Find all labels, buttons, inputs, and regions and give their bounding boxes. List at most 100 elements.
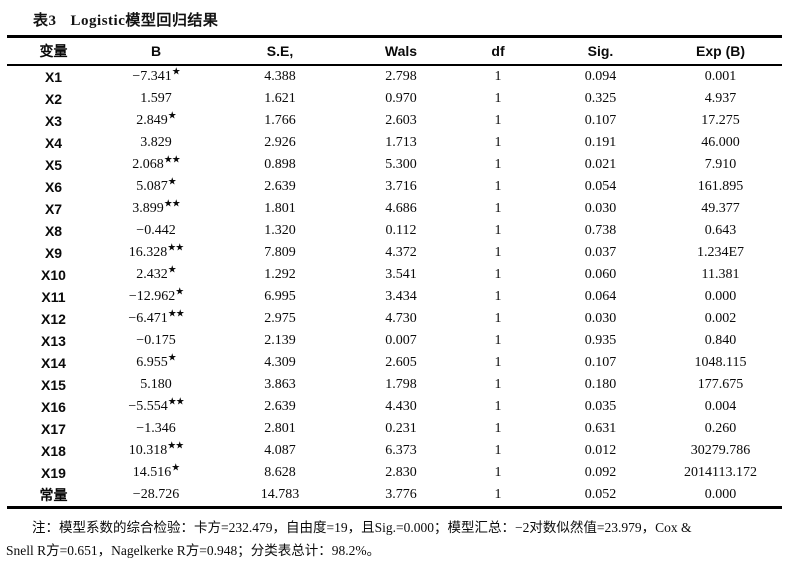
se-cell: 4.087 bbox=[264, 443, 296, 458]
significance-star: ★ bbox=[175, 286, 184, 298]
table-title: 表3 Logistic模型回归结果 bbox=[0, 0, 789, 35]
table-header: 变量 B S.E, Wals df Sig. Exp (B) bbox=[7, 37, 782, 65]
col-header-variable: 变量 bbox=[39, 43, 68, 59]
sig-cell: 0.094 bbox=[584, 69, 617, 84]
sig-cell: 0.052 bbox=[584, 487, 617, 502]
expb-cell: 1.234E7 bbox=[696, 245, 745, 260]
se-cell: 1.766 bbox=[264, 113, 296, 128]
sig-cell: 0.631 bbox=[584, 421, 617, 436]
se-cell: 8.628 bbox=[264, 465, 296, 480]
col-header-expb: Exp (B) bbox=[696, 43, 745, 59]
expb-cell: 49.377 bbox=[701, 201, 740, 216]
sig-cell: 0.107 bbox=[584, 113, 617, 128]
df-cell: 1 bbox=[494, 377, 502, 392]
col-header-wals: Wals bbox=[384, 43, 418, 59]
b-value: 1.597 bbox=[140, 91, 172, 106]
df-cell: 1 bbox=[494, 311, 502, 326]
sig-cell: 0.054 bbox=[584, 179, 617, 194]
wals-cell: 2.798 bbox=[385, 69, 417, 84]
expb-cell: 0.643 bbox=[704, 223, 737, 238]
b-cell: −12.962★ bbox=[100, 286, 212, 308]
variable-cell: X17 bbox=[41, 421, 66, 437]
table-row: X18 10.318★★ 4.087 6.373 1 0.012 30279.7… bbox=[7, 440, 782, 462]
variable-cell: X13 bbox=[41, 333, 66, 349]
sig-cell: 0.738 bbox=[584, 223, 617, 238]
sig-cell: 0.030 bbox=[584, 201, 617, 216]
expb-cell: 46.000 bbox=[701, 135, 740, 150]
b-cell: 2.849★ bbox=[100, 110, 212, 132]
df-cell: 1 bbox=[494, 201, 502, 216]
se-cell: 14.783 bbox=[260, 487, 300, 502]
variable-cell: X12 bbox=[41, 311, 66, 327]
sig-cell: 0.037 bbox=[584, 245, 617, 260]
table-row: X15 5.180 3.863 1.798 1 0.180 177.675 bbox=[7, 374, 782, 396]
se-cell: 2.801 bbox=[264, 421, 296, 436]
footnote-line-1: 注：模型系数的综合检验：卡方=232.479，自由度=19，且Sig.=0.00… bbox=[32, 520, 692, 535]
df-cell: 1 bbox=[494, 465, 502, 480]
table-row: X13 −0.175 2.139 0.007 1 0.935 0.840 bbox=[7, 330, 782, 352]
table-body: X1 −7.341★ 4.388 2.798 1 0.094 0.001 X2 … bbox=[7, 65, 782, 508]
expb-cell: 177.675 bbox=[697, 377, 744, 392]
table-footnote: 注：模型系数的综合检验：卡方=232.479，自由度=19，且Sig.=0.00… bbox=[6, 516, 781, 562]
se-cell: 1.292 bbox=[264, 267, 296, 282]
b-value: −28.726 bbox=[132, 487, 180, 502]
b-value: −12.962 bbox=[128, 289, 176, 304]
variable-cell: X14 bbox=[41, 355, 66, 371]
variable-cell: X16 bbox=[41, 399, 66, 415]
table-row: X9 16.328★★ 7.809 4.372 1 0.037 1.234E7 bbox=[7, 242, 782, 264]
b-cell: 2.432★ bbox=[100, 264, 212, 286]
table-row: X5 2.068★★ 0.898 5.300 1 0.021 7.910 bbox=[7, 154, 782, 176]
df-cell: 1 bbox=[494, 355, 502, 370]
regression-table: 变量 B S.E, Wals df Sig. Exp (B) X1 −7.341… bbox=[7, 35, 782, 509]
b-cell: −28.726 bbox=[100, 484, 212, 508]
table-row: X1 −7.341★ 4.388 2.798 1 0.094 0.001 bbox=[7, 65, 782, 88]
df-cell: 1 bbox=[494, 69, 502, 84]
wals-cell: 2.605 bbox=[385, 355, 417, 370]
b-cell: 5.087★ bbox=[100, 176, 212, 198]
b-value: 10.318 bbox=[128, 443, 168, 458]
df-cell: 1 bbox=[494, 91, 502, 106]
variable-cell: X19 bbox=[41, 465, 66, 481]
variable-cell: X1 bbox=[44, 69, 63, 85]
df-cell: 1 bbox=[494, 179, 502, 194]
wals-cell: 0.112 bbox=[385, 223, 417, 238]
sig-cell: 0.060 bbox=[584, 267, 617, 282]
df-cell: 1 bbox=[494, 135, 502, 150]
wals-cell: 3.716 bbox=[385, 179, 417, 194]
se-cell: 0.898 bbox=[264, 157, 296, 172]
significance-star: ★★ bbox=[167, 440, 184, 452]
col-header-b: B bbox=[150, 43, 162, 59]
table-row: X14 6.955★ 4.309 2.605 1 0.107 1048.115 bbox=[7, 352, 782, 374]
se-cell: 2.639 bbox=[264, 179, 296, 194]
variable-cell: X9 bbox=[44, 245, 63, 261]
sig-cell: 0.064 bbox=[584, 289, 617, 304]
se-cell: 1.801 bbox=[264, 201, 296, 216]
b-value: 3.829 bbox=[140, 135, 172, 150]
sig-cell: 0.035 bbox=[584, 399, 617, 414]
expb-cell: 161.895 bbox=[697, 179, 744, 194]
significance-star: ★★ bbox=[167, 396, 185, 408]
table-row: X12 −6.471★★ 2.975 4.730 1 0.030 0.002 bbox=[7, 308, 782, 330]
wals-cell: 0.970 bbox=[385, 91, 417, 106]
df-cell: 1 bbox=[494, 487, 502, 502]
expb-cell: 0.004 bbox=[704, 399, 737, 414]
variable-cell: X2 bbox=[44, 91, 63, 107]
variable-cell: X10 bbox=[41, 267, 66, 283]
expb-cell: 0.840 bbox=[704, 333, 737, 348]
variable-cell: X6 bbox=[44, 179, 63, 195]
se-cell: 2.139 bbox=[264, 333, 296, 348]
b-cell: 10.318★★ bbox=[100, 440, 212, 462]
expb-cell: 0.260 bbox=[704, 421, 737, 436]
b-cell: 6.955★ bbox=[100, 352, 212, 374]
expb-cell: 4.937 bbox=[704, 91, 737, 106]
sig-cell: 0.325 bbox=[584, 91, 617, 106]
b-cell: 5.180 bbox=[100, 374, 212, 396]
b-cell: −5.554★★ bbox=[100, 396, 212, 418]
table-row: X7 3.899★★ 1.801 4.686 1 0.030 49.377 bbox=[7, 198, 782, 220]
se-cell: 2.975 bbox=[264, 311, 296, 326]
expb-cell: 1048.115 bbox=[694, 355, 747, 370]
se-cell: 2.639 bbox=[264, 399, 296, 414]
sig-cell: 0.180 bbox=[584, 377, 617, 392]
b-value: −0.175 bbox=[136, 333, 176, 348]
